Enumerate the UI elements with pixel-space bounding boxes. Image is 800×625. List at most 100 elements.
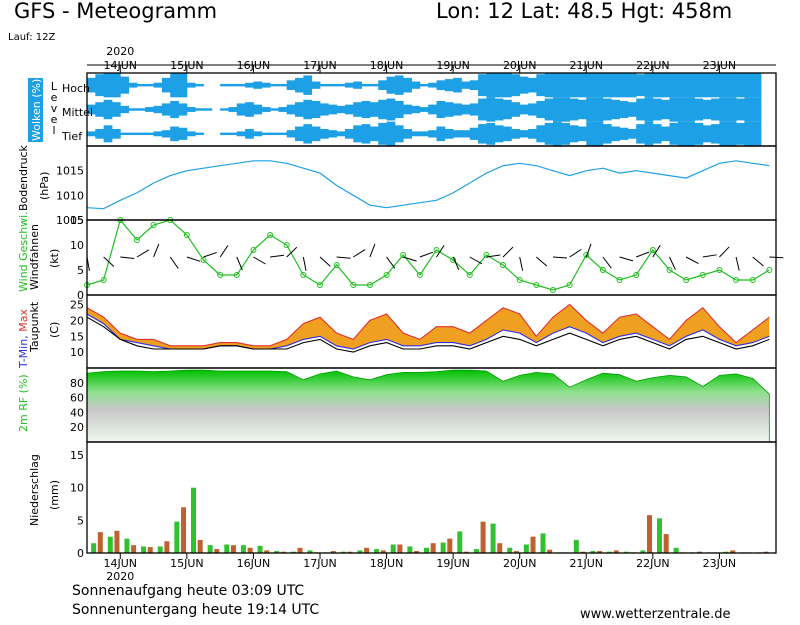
cloud-cell: [403, 128, 412, 139]
cloud-cell: [103, 73, 113, 98]
dewpoint-line: [86, 316, 770, 353]
cloud-cell: [145, 107, 154, 112]
precipitation-bar: [613, 550, 619, 553]
bottom-date-label: 22JUN: [636, 557, 670, 570]
cloud-cell: [736, 98, 745, 121]
cloud-cell: [270, 132, 279, 136]
cloud-cell: [586, 121, 595, 146]
cloud-cell: [328, 130, 338, 138]
cloud-cell: [411, 105, 421, 114]
cloud-cell: [95, 128, 105, 139]
precipitation-bar: [523, 544, 529, 553]
bottom-date-label: 19JUN: [436, 557, 470, 570]
wind-barb: [469, 256, 483, 265]
wind-barb: [386, 256, 396, 269]
cloud-cell: [394, 75, 404, 95]
cloud-cell: [353, 102, 363, 117]
cloud-cell: [336, 83, 346, 87]
wind-barb: [669, 256, 676, 270]
wind-barb: [486, 254, 501, 258]
wind-barb: [752, 256, 764, 267]
cloud-cell: [694, 98, 704, 121]
cloud-cell: [652, 73, 662, 98]
wind-barb: [253, 256, 266, 265]
cloud-cell: [478, 74, 487, 97]
wind-barb: [136, 249, 150, 258]
cloud-cell: [228, 107, 238, 112]
cloud-cell: [561, 97, 571, 122]
cloud-cell: [295, 77, 304, 93]
cloud-cell: [245, 102, 254, 117]
cloud-cell: [295, 126, 304, 142]
cloud-cell: [253, 131, 263, 137]
cloud-cell: [411, 81, 421, 89]
precipitation-bar: [480, 521, 486, 553]
cloud-cell: [461, 130, 471, 138]
precipitation-bar: [457, 531, 463, 553]
wind-speed-point: [466, 272, 473, 278]
wind-speed-point: [416, 272, 423, 278]
cloud-cell: [203, 108, 213, 111]
pressure-axis-unit: (hPa): [38, 172, 51, 200]
cloud-cell: [245, 82, 254, 88]
cloud-cell: [220, 108, 229, 111]
wind-tick: 10: [70, 239, 84, 252]
precipitation-bar: [473, 549, 479, 553]
cloud-cell: [586, 73, 595, 98]
cloud-cell: [644, 97, 654, 122]
precipitation-bar: [224, 544, 230, 553]
cloud-cell: [469, 127, 479, 140]
wind-speed-point: [649, 247, 656, 253]
wind-speed-point: [749, 277, 756, 283]
wind-barb: [452, 256, 460, 270]
cloud-cell: [136, 108, 146, 111]
cloud-cell: [311, 81, 321, 89]
precipitation-tick: 0: [77, 547, 84, 560]
cloud-cell: [428, 130, 437, 138]
cloud-cell: [153, 105, 163, 114]
cloud-cell: [636, 98, 645, 121]
cloud-cell: [145, 83, 154, 87]
precipitation-bar: [347, 551, 353, 553]
cloud-cell: [627, 102, 637, 117]
precipitation-bar: [307, 550, 313, 553]
cloud-cell: [644, 73, 654, 98]
cloud-cell: [744, 97, 754, 122]
wind-barb: [569, 248, 582, 258]
cloud-cell: [428, 82, 437, 88]
wind-speed-point: [350, 282, 357, 288]
humidity-tick: 20: [70, 421, 84, 434]
cloud-cell: [577, 126, 587, 142]
cloud-cell: [419, 83, 429, 87]
wind-speed-point: [433, 247, 440, 253]
temperature-axis-label: T-Min, Max: [17, 309, 30, 369]
wind-barb: [735, 256, 740, 271]
cloud-cell: [136, 83, 146, 87]
cloud-level-label: Tief: [61, 130, 83, 143]
cloud-cell: [361, 100, 371, 119]
cloud-cell: [178, 73, 188, 98]
cloud-cell: [544, 98, 554, 121]
cloud-cell: [286, 80, 296, 91]
wind-speed-point: [766, 267, 773, 273]
cloud-cell: [627, 128, 637, 139]
cloud-cell: [727, 121, 737, 146]
wind-speed-point: [316, 282, 323, 288]
temperature-tick: 10: [70, 346, 84, 359]
wind-barb: [319, 256, 331, 267]
precipitation-bar: [280, 551, 286, 553]
cloud-cell: [186, 82, 196, 88]
pressure-tick: 1015: [56, 165, 84, 178]
bottom-date-label: 14JUN: [104, 557, 138, 570]
cloud-cell: [511, 102, 521, 117]
cloud-cell: [303, 75, 313, 95]
cloud-cell: [261, 132, 271, 136]
cloud-cell: [602, 98, 612, 121]
wind-speed-point: [683, 277, 690, 283]
cloud-cell: [453, 130, 462, 138]
precipitation-bar: [197, 539, 203, 553]
humidity-tick: 40: [70, 406, 84, 419]
wind-barb: [103, 256, 115, 267]
wind-barb: [153, 243, 160, 258]
precipitation-bar: [407, 546, 413, 553]
